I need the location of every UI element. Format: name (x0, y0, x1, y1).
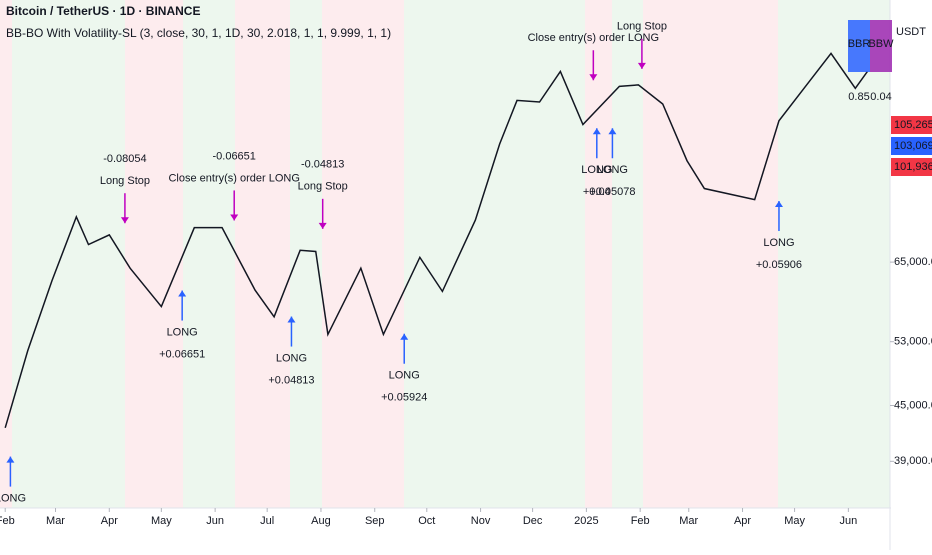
signal-text: LONG (581, 164, 612, 176)
x-tick-label: Jul (260, 515, 274, 527)
currency: USDT (896, 26, 926, 38)
symbol-title: Bitcoin / TetherUS · 1D · BINANCE (6, 4, 200, 18)
signal-text: -0.04813 (301, 159, 344, 171)
x-tick-label: Feb (631, 515, 650, 527)
signal-arrowhead (178, 290, 187, 297)
x-tick-label: Nov (471, 515, 491, 527)
x-tick-label: Mar (46, 515, 65, 527)
signal-arrowhead (589, 74, 598, 81)
signal-text: LONG (389, 370, 420, 382)
y-tick-label: 39,000.00 (894, 455, 932, 467)
y-tick-label: 53,000.00 (894, 336, 932, 348)
signal-arrowhead (6, 456, 15, 463)
y-tick-label: 65,000.00 (894, 256, 932, 268)
x-tick-label: Dec (523, 515, 543, 527)
plot: Feb Mar Apr May Jun Jul Aug Sep Oct Nov Dec 2025 Feb… (0, 21, 932, 527)
signal-text: -0.08054 (103, 153, 146, 165)
signal-text: LONG (597, 164, 628, 176)
background-regions (0, 0, 890, 508)
signal-text: Long Stop (100, 175, 150, 187)
signal-text: Close entry(s) order LONG (528, 32, 659, 44)
indicator-title: BB-BO With Volatility-SL (3, close, 30, … (6, 26, 391, 40)
x-tick-label: Aug (311, 515, 331, 527)
y-axis-panel (891, 0, 932, 550)
signal-arrowhead (774, 201, 783, 208)
x-tick-label: Jun (839, 515, 857, 527)
price-tag (891, 158, 932, 176)
x-tick-label: Sep (365, 515, 385, 527)
x-tick-label: Mar (679, 515, 698, 527)
x-tick-label: Oct (418, 515, 435, 527)
badge-value: 0.85 (848, 91, 869, 103)
x-tick-label: Apr (734, 515, 751, 527)
signal-text: +0.05924 (381, 392, 427, 404)
price-line (4, 52, 869, 429)
badge-label: BBR (848, 38, 871, 50)
signal-text: -0.06651 (212, 150, 255, 162)
signal-text: LONG (276, 352, 307, 364)
signal-text: Long Stop (617, 21, 667, 33)
signal-arrowhead (318, 222, 327, 229)
y-tick-label: 45,000.00 (894, 399, 932, 411)
signal-text: Close entry(s) order LONG (168, 172, 299, 184)
signal-text: +0.05906 (756, 259, 802, 271)
price-tag-label: 105,265.92 (894, 119, 932, 131)
signal-text: +0.04 (583, 186, 611, 198)
signal-arrowhead (230, 214, 239, 221)
x-tick-label: May (784, 515, 805, 527)
signal-arrowhead (287, 316, 296, 323)
price-tag-label: 101,936.94 (894, 161, 932, 173)
signal-arrowhead (608, 128, 617, 135)
signal-text: LONG (0, 493, 26, 505)
price-tag (891, 116, 932, 134)
x-tick-label: 2025 (574, 515, 598, 527)
signal-arrowhead (592, 128, 601, 135)
badge (848, 20, 870, 72)
x-tick-label: Apr (101, 515, 118, 527)
badge-label: BBW (868, 38, 894, 50)
signal-arrowhead (400, 333, 409, 340)
x-tick-label: Feb (0, 515, 15, 527)
signal-arrowhead (637, 62, 646, 69)
signal-text: +0.05078 (589, 186, 635, 198)
signal-text: LONG (763, 237, 794, 249)
price-tag (891, 137, 932, 155)
signal-text: Long Stop (298, 181, 348, 193)
x-tick-label: Jun (206, 515, 224, 527)
signal-arrowhead (120, 217, 129, 224)
badge (870, 20, 892, 72)
price-tag-label: 103,069.91 (894, 140, 932, 152)
badge-value: 0.04 (870, 91, 891, 103)
x-tick-label: May (151, 515, 172, 527)
signal-text: +0.04813 (268, 374, 314, 386)
signal-text: LONG (167, 326, 198, 338)
signal-text: +0.06651 (159, 348, 205, 360)
